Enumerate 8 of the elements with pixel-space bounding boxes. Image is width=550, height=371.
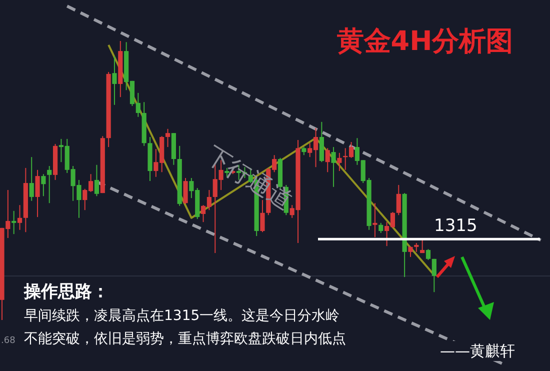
annotation: 操作思路： [23, 282, 109, 302]
annotation: 早间续跌，凌晨高点在1315一线。这是今日分水岭 [24, 308, 340, 324]
text: ——黄麒轩 [440, 342, 515, 360]
chart-title: 黄金4H分析图 [336, 26, 514, 57]
text: 不能突破，依旧是弱势，重点博弈欧盘跌破日内低点 [24, 331, 346, 347]
annotation: 1315 [434, 216, 478, 236]
text: .68 [1, 336, 16, 346]
annotation: 下行通道 [201, 140, 298, 216]
